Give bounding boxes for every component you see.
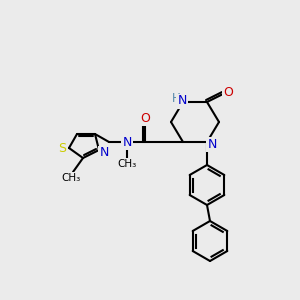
Text: O: O bbox=[140, 112, 150, 124]
Text: H: H bbox=[172, 92, 180, 104]
Text: S: S bbox=[58, 142, 66, 155]
Text: O: O bbox=[223, 85, 233, 98]
Text: N: N bbox=[99, 146, 109, 160]
Text: CH₃: CH₃ bbox=[61, 173, 81, 183]
Text: N: N bbox=[177, 94, 187, 107]
Text: CH₃: CH₃ bbox=[117, 159, 136, 169]
Text: N: N bbox=[122, 136, 132, 148]
Text: N: N bbox=[207, 137, 217, 151]
